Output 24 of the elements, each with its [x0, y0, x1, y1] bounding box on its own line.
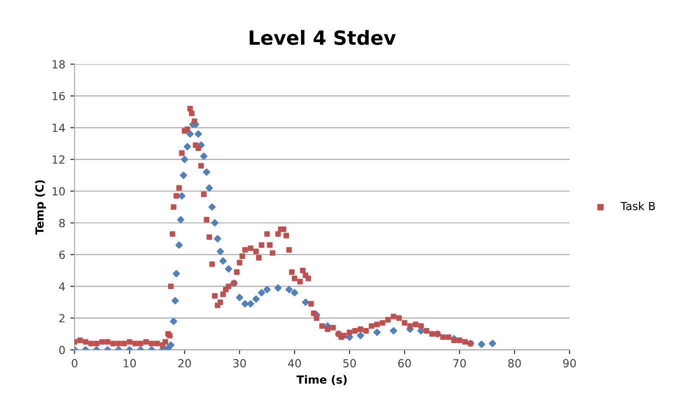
x-axis-title: Time (s): [296, 375, 347, 386]
x-tick-label: 20: [178, 359, 191, 368]
x-tick-label: 60: [398, 359, 411, 368]
x-tick-label: 90: [563, 359, 576, 368]
x-tick-label: 40: [288, 359, 301, 368]
x-tick-label: 70: [453, 359, 466, 368]
y-tick-label: 16: [52, 92, 65, 100]
y-tick-label: 12: [52, 155, 64, 164]
y-tick-label: 2: [59, 314, 64, 322]
y-tick-label: 8: [59, 218, 65, 228]
legend-label: Task B: [620, 202, 655, 210]
y-tick-label: 6: [59, 250, 65, 259]
y-tick-label: 18: [52, 60, 65, 69]
chart-title: Level 4 Stdev: [250, 30, 396, 45]
x-tick-label: 10: [124, 359, 136, 368]
y-tick-label: 10: [52, 187, 65, 196]
x-tick-label: 80: [508, 359, 521, 368]
y-tick-label: 0: [59, 346, 65, 354]
y-tick-label: 4: [59, 282, 65, 291]
x-tick-label: 30: [233, 359, 246, 368]
x-tick-label: 50: [343, 359, 356, 368]
x-tick-label: 0: [72, 359, 78, 368]
y-tick-label: 14: [52, 124, 65, 132]
y-axis-title: Temp (C): [35, 180, 46, 235]
